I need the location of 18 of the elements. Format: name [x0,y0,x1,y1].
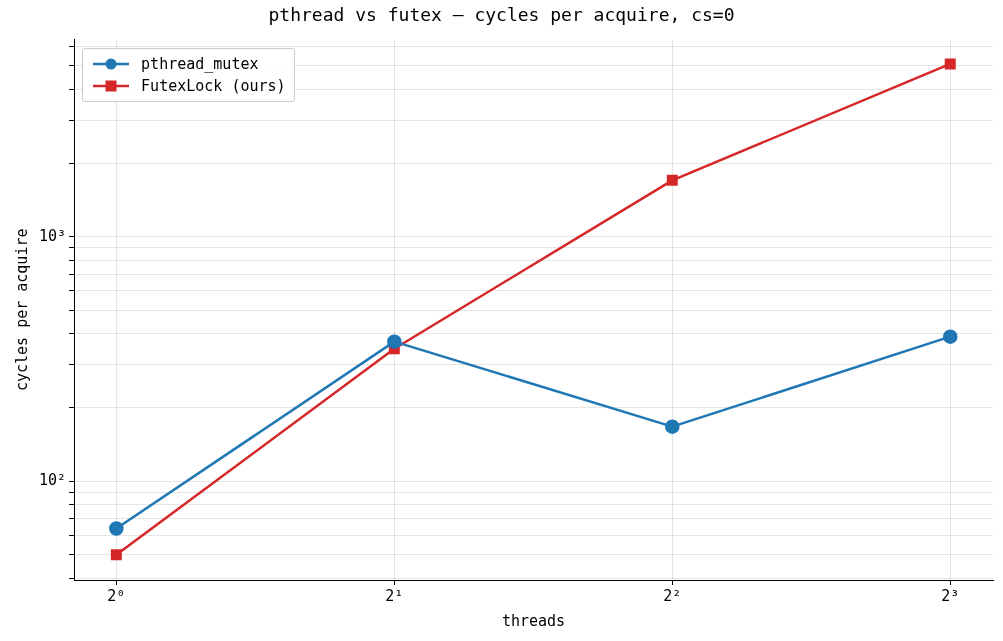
y-axis-title: cycles per acquire [12,228,31,392]
chart-title: pthread vs futex — cycles per acquire, cs=0 [268,4,735,26]
point [387,334,402,349]
x-axis-title: threads [501,611,566,630]
legend-label: FutexLock (ours) [141,76,286,95]
point [943,329,958,344]
x-tick-label: 2² [663,586,682,605]
legend-label: pthread_mutex [141,54,259,73]
x-tick-label: 2⁰ [107,586,126,605]
point [109,521,124,536]
point [665,419,680,434]
y-tick-label: 10² [39,471,67,490]
point [944,58,956,70]
point [666,174,678,186]
x-tick-label: 2¹ [385,586,404,605]
point [110,549,122,561]
y-tick-label: 10³ [39,226,67,245]
x-tick-label: 2³ [941,586,960,605]
